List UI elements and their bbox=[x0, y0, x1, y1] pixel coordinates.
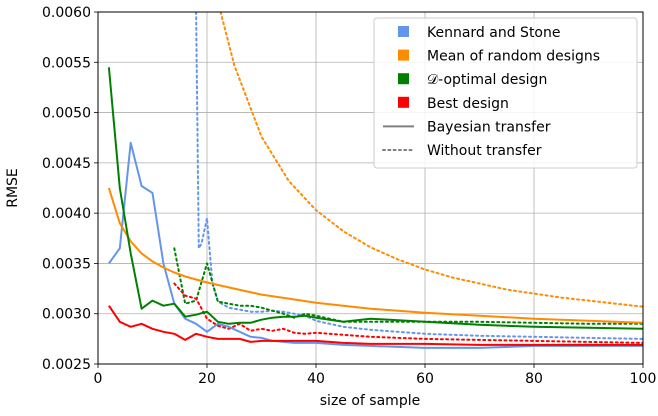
legend-label: Best design bbox=[427, 96, 509, 112]
x-axis-label: size of sample bbox=[320, 393, 420, 409]
legend-swatch bbox=[398, 73, 409, 85]
y-tick-label: 0.0030 bbox=[42, 307, 91, 323]
x-tick-label: 80 bbox=[525, 371, 543, 387]
legend-box bbox=[373, 17, 638, 169]
legend-label: 𝒟-optimal design bbox=[427, 72, 547, 88]
y-tick-label: 0.0025 bbox=[42, 357, 91, 373]
legend-label: Bayesian transfer bbox=[427, 119, 551, 135]
series-line-without-transfer-6 bbox=[173, 247, 643, 325]
series-line-bayesian-transfer-0 bbox=[108, 141, 643, 349]
series-line-bayesian-transfer-2 bbox=[107, 67, 643, 330]
series-line-without-transfer-5 bbox=[219, 12, 643, 308]
series-lines bbox=[107, 12, 643, 349]
series-line-without-transfer-4 bbox=[195, 12, 643, 340]
legend-swatch bbox=[398, 96, 409, 108]
axis-ticks: 0 20 40 60 80 100 0.0025 0.0030 0.0035 0.0040 0.00… bbox=[42, 5, 656, 387]
legend: Kennard and Stone Mean of random designs 𝒟… bbox=[373, 17, 638, 169]
legend-swatch bbox=[398, 49, 409, 61]
y-tick-label: 0.0055 bbox=[42, 55, 91, 71]
x-tick-label: 20 bbox=[198, 371, 216, 387]
y-tick-label: 0.0045 bbox=[42, 156, 91, 172]
legend-label: Kennard and Stone bbox=[427, 25, 561, 41]
plot-frame bbox=[97, 11, 644, 365]
x-tick-label: 0 bbox=[94, 371, 103, 387]
y-axis-label: RMSE bbox=[5, 168, 21, 208]
x-tick-label: 40 bbox=[307, 371, 325, 387]
y-tick-label: 0.0035 bbox=[42, 256, 91, 272]
x-tick-label: 100 bbox=[630, 371, 657, 387]
y-tick-label: 0.0050 bbox=[42, 106, 91, 122]
series-line-bayesian-transfer-3 bbox=[108, 305, 643, 346]
y-tick-label: 0.0040 bbox=[42, 206, 91, 222]
series-line-bayesian-transfer-1 bbox=[107, 187, 643, 324]
legend-label: Mean of random designs bbox=[427, 49, 600, 65]
legend-label: Without transfer bbox=[427, 143, 542, 159]
x-tick-label: 60 bbox=[416, 371, 434, 387]
legend-swatch bbox=[398, 26, 409, 37]
y-tick-label: 0.0060 bbox=[42, 5, 91, 21]
series-line-without-transfer-7 bbox=[173, 282, 643, 344]
